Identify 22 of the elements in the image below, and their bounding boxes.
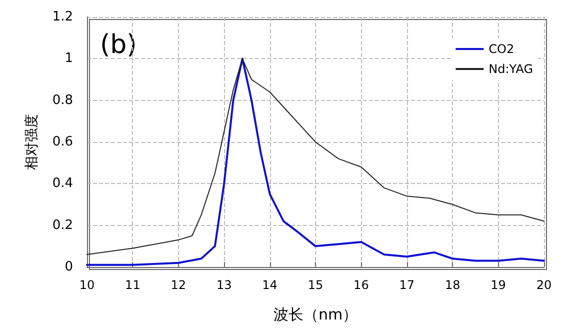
x-tick-label: 17 [399,278,415,292]
x-axis-title: 波长（nm） [273,306,358,324]
x-tick-label: 12 [170,278,186,292]
x-tick-label: 11 [125,278,140,292]
y-tick-label: 1.2 [52,10,73,24]
x-tick-label: 18 [444,278,460,292]
x-tick-label: 14 [262,278,278,292]
x-tick-label: 16 [354,278,369,292]
y-tick-label: 0 [64,260,73,274]
y-tick-label: 0.2 [52,218,73,233]
x-tick-label: 19 [490,278,506,292]
x-tick-label: 10 [79,278,95,292]
y-tick-label: 1 [64,51,73,66]
legend-label: CO2 [488,42,514,56]
y-tick-label: 0.4 [52,176,73,192]
legend-label: Nd:YAG [488,62,534,76]
y-tick-label: 0.8 [52,92,73,108]
x-tick-label: 20 [536,278,552,292]
x-tick-label: 13 [216,278,232,292]
y-tick-label: 0.6 [52,134,73,150]
y-axis-title: 相对强度 [24,114,40,170]
x-tick-label: 15 [308,278,324,292]
